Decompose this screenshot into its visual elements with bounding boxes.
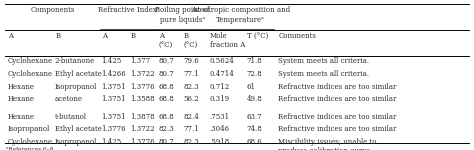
Text: t-butanol: t-butanol: [55, 112, 87, 120]
Text: Hexane: Hexane: [8, 83, 35, 91]
Text: Miscibility issues; unable to
produce calibration curve.: Miscibility issues; unable to produce ca…: [278, 138, 376, 150]
Text: 77.1: 77.1: [183, 125, 199, 133]
Text: 74.8: 74.8: [246, 125, 263, 133]
Text: Isopropanol: Isopropanol: [8, 125, 50, 133]
Text: 82.3: 82.3: [158, 125, 174, 133]
Text: 56.2: 56.2: [183, 96, 199, 103]
Text: B
(°C): B (°C): [184, 32, 198, 49]
Text: Hexane: Hexane: [8, 112, 35, 120]
Text: Ethyl acetate: Ethyl acetate: [55, 70, 102, 78]
Text: Refractive indices are too similar: Refractive indices are too similar: [278, 83, 396, 91]
Text: .3046: .3046: [209, 125, 229, 133]
Text: 0.5624: 0.5624: [209, 57, 234, 65]
Text: 82.3: 82.3: [183, 138, 199, 146]
Text: Azeotropic composition and
Temperatureᵃ: Azeotropic composition and Temperatureᵃ: [191, 6, 291, 24]
Text: 1.425: 1.425: [101, 57, 122, 65]
Text: 1.3776: 1.3776: [130, 138, 155, 146]
Text: ᵃReferences 6–8.: ᵃReferences 6–8.: [6, 147, 55, 150]
Text: 68.8: 68.8: [158, 83, 174, 91]
Text: .7531: .7531: [209, 112, 229, 120]
Text: System meets all criteria.: System meets all criteria.: [278, 57, 369, 65]
Text: 1.3588: 1.3588: [130, 96, 155, 103]
Text: 1.3751: 1.3751: [101, 83, 126, 91]
Text: .5918: .5918: [209, 138, 229, 146]
Text: A: A: [8, 32, 13, 39]
Text: 1.377: 1.377: [130, 57, 150, 65]
Text: 2-butanone: 2-butanone: [55, 57, 95, 65]
Text: 49.8: 49.8: [246, 96, 263, 103]
Text: Hexane: Hexane: [8, 96, 35, 103]
Text: Cyclohexane: Cyclohexane: [8, 70, 53, 78]
Text: Refractive indices are too similar: Refractive indices are too similar: [278, 125, 396, 133]
Text: 1.3751: 1.3751: [101, 112, 126, 120]
Text: acetone: acetone: [55, 96, 83, 103]
Text: Refractive indices are too similar: Refractive indices are too similar: [278, 112, 396, 120]
Text: 63.7: 63.7: [246, 112, 262, 120]
Text: 61: 61: [246, 83, 255, 91]
Text: B: B: [55, 32, 61, 39]
Text: A: A: [102, 32, 107, 39]
Text: 1.3776: 1.3776: [130, 83, 155, 91]
Text: 68.6: 68.6: [246, 138, 263, 146]
Text: Refractive indices are too similar: Refractive indices are too similar: [278, 96, 396, 103]
Text: 80.7: 80.7: [158, 138, 174, 146]
Text: 80.7: 80.7: [158, 57, 174, 65]
Text: B: B: [130, 32, 136, 39]
Text: 79.6: 79.6: [183, 57, 199, 65]
Text: 1.4266: 1.4266: [101, 70, 127, 78]
Text: A
(°C): A (°C): [159, 32, 173, 49]
Text: 68.8: 68.8: [158, 96, 174, 103]
Text: System meets all criteria.: System meets all criteria.: [278, 70, 369, 78]
Text: 1.3751: 1.3751: [101, 96, 126, 103]
Text: 77.1: 77.1: [183, 70, 199, 78]
Text: Refractive Indexᵃ: Refractive Indexᵃ: [98, 6, 160, 14]
Text: Comments: Comments: [279, 32, 317, 39]
Text: 82.3: 82.3: [183, 83, 199, 91]
Text: Mole
fraction A: Mole fraction A: [210, 32, 245, 49]
Text: 1.3722: 1.3722: [130, 125, 155, 133]
Text: 80.7: 80.7: [158, 70, 174, 78]
Text: 0.319: 0.319: [209, 96, 229, 103]
Text: Isopropanol: Isopropanol: [55, 138, 97, 146]
Text: Boiling point of
pure liquidsᵃ: Boiling point of pure liquidsᵃ: [155, 6, 210, 24]
Text: 1.3776: 1.3776: [101, 125, 126, 133]
Text: 0.712: 0.712: [209, 83, 229, 91]
Text: Isopropanol: Isopropanol: [55, 83, 97, 91]
Text: 68.8: 68.8: [158, 112, 174, 120]
Text: T (°C): T (°C): [247, 32, 268, 39]
Text: 71.8: 71.8: [246, 57, 263, 65]
Text: 0.4714: 0.4714: [209, 70, 234, 78]
Text: 72.8: 72.8: [246, 70, 263, 78]
Text: Cyclohexane: Cyclohexane: [8, 57, 53, 65]
Text: Cyclohexane: Cyclohexane: [8, 138, 53, 146]
Text: 1.3878: 1.3878: [130, 112, 155, 120]
Text: 82.4: 82.4: [183, 112, 199, 120]
Text: Components: Components: [31, 6, 75, 14]
Text: 1.425: 1.425: [101, 138, 122, 146]
Text: Ethyl acetate: Ethyl acetate: [55, 125, 102, 133]
Text: 1.3722: 1.3722: [130, 70, 155, 78]
